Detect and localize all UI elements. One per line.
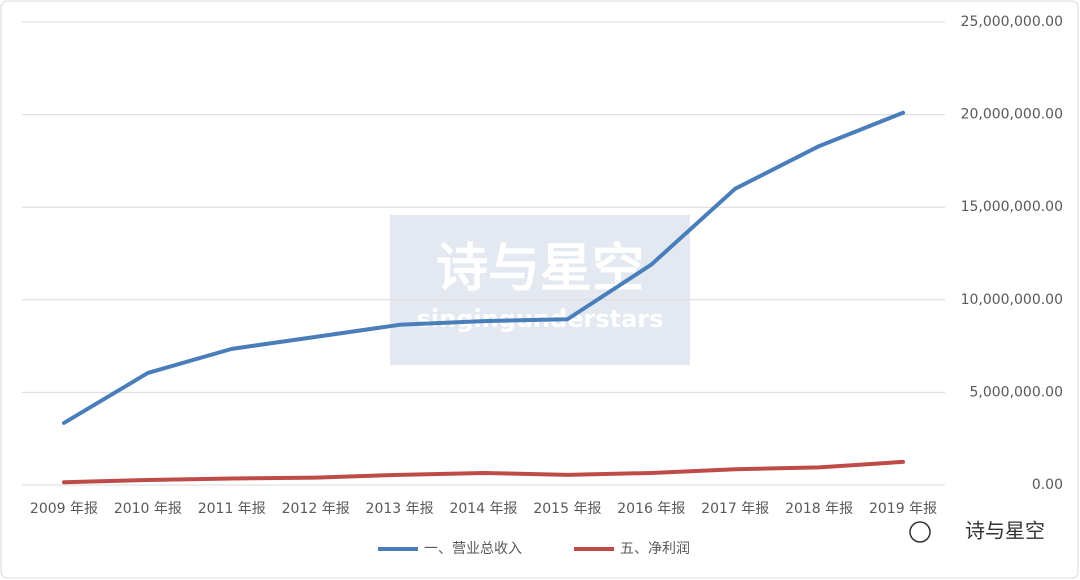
- x-tick-label: 2014 年报: [449, 501, 517, 517]
- x-tick-label: 2009 年报: [30, 501, 98, 517]
- y-tick-label: 10,000,000.00: [961, 292, 1063, 308]
- y-tick-label: 15,000,000.00: [961, 199, 1063, 215]
- x-tick-label: 2019 年报: [869, 501, 937, 517]
- x-tick-label: 2012 年报: [282, 501, 350, 517]
- watermark-box: [390, 215, 690, 365]
- y-tick-label: 5,000,000.00: [969, 384, 1063, 400]
- y-tick-label: 0.00: [1032, 477, 1063, 493]
- x-tick-label: 2016 年报: [617, 501, 685, 517]
- x-tick-label: 2015 年报: [533, 501, 601, 517]
- logo-icon: [909, 521, 931, 543]
- x-tick-label: 2018 年报: [785, 501, 853, 517]
- x-tick-label: 2013 年报: [366, 501, 434, 517]
- y-tick-label: 25,000,000.00: [961, 14, 1063, 30]
- x-tick-label: 2010 年报: [114, 501, 182, 517]
- series-line: [61, 459, 906, 485]
- legend-label: 五、净利润: [620, 541, 690, 557]
- y-tick-label: 20,000,000.00: [961, 107, 1063, 123]
- series-line: [61, 110, 906, 425]
- x-tick-label: 2011 年报: [198, 501, 266, 517]
- watermark-title: 诗与星空: [436, 239, 644, 299]
- x-tick-label: 2017 年报: [701, 501, 769, 517]
- logo-text: 诗与星空: [965, 519, 1045, 543]
- legend-label: 一、营业总收入: [424, 541, 522, 557]
